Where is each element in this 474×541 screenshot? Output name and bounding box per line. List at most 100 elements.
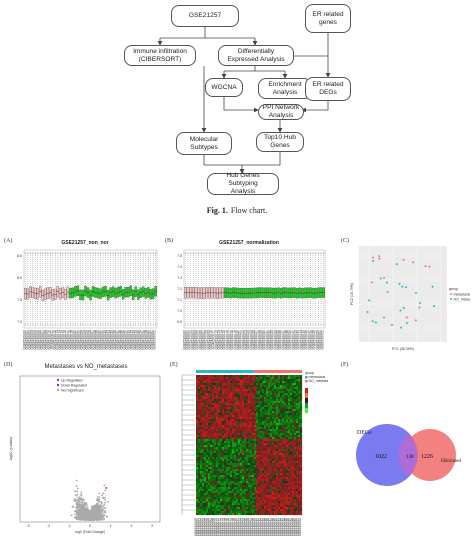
pca-point xyxy=(371,281,373,283)
heatmap-cell xyxy=(248,451,250,453)
heatmap-cell xyxy=(234,431,236,433)
heatmap-cell xyxy=(200,381,202,383)
heatmap-cell xyxy=(250,417,252,419)
heatmap-cell xyxy=(286,435,288,437)
heatmap-cell xyxy=(256,395,258,397)
heatmap-cell xyxy=(250,383,252,385)
heatmap-cell xyxy=(244,453,246,455)
heatmap-cell xyxy=(264,481,266,483)
heatmap-cell xyxy=(292,393,294,395)
heatmap-cell xyxy=(238,433,240,435)
heatmap-cell xyxy=(276,391,278,393)
heatmap-cell xyxy=(282,377,284,379)
heatmap-cell xyxy=(272,453,274,455)
heatmap-cell xyxy=(276,389,278,391)
heatmap-cell xyxy=(294,411,296,413)
heatmap-cell xyxy=(202,379,204,381)
heatmap-cell xyxy=(272,459,274,461)
heatmap-cell xyxy=(292,397,294,399)
heatmap-cell xyxy=(244,415,246,417)
heatmap-cell xyxy=(278,457,280,459)
heatmap-cell xyxy=(218,393,220,395)
heatmap-cell xyxy=(296,379,298,381)
heatmap-cell xyxy=(250,479,252,481)
heatmap-cell xyxy=(250,405,252,407)
heatmap-cell xyxy=(270,481,272,483)
heatmap-cell xyxy=(254,445,256,447)
heatmap-cell xyxy=(280,403,282,405)
heatmap-cell xyxy=(232,467,234,469)
heatmap-cell xyxy=(240,405,242,407)
heatmap-cell xyxy=(200,407,202,409)
heatmap-cell xyxy=(270,457,272,459)
heatmap-cell xyxy=(264,473,266,475)
heatmap-cell xyxy=(292,399,294,401)
heatmap-cell xyxy=(266,423,268,425)
heatmap-cell xyxy=(276,403,278,405)
heatmap-cell xyxy=(200,451,202,453)
heatmap-cell xyxy=(230,471,232,473)
heatmap-cell xyxy=(202,409,204,411)
heatmap-cell xyxy=(282,433,284,435)
heatmap-cell xyxy=(254,459,256,461)
heatmap-cell xyxy=(216,403,218,405)
heatmap-cell xyxy=(298,397,300,399)
heatmap-cell xyxy=(202,411,204,413)
heatmap-cell xyxy=(224,427,226,429)
heatmap-cell xyxy=(250,443,252,445)
heatmap-cell xyxy=(288,479,290,481)
heatmap-cell xyxy=(274,461,276,463)
heatmap-cell xyxy=(200,445,202,447)
heatmap-cell xyxy=(286,475,288,477)
heatmap-cell xyxy=(260,439,262,441)
heatmap-cell xyxy=(292,469,294,471)
heatmap-cell xyxy=(214,425,216,427)
heatmap-cell xyxy=(214,411,216,413)
heatmap-cell xyxy=(300,469,302,471)
heatmap-cell xyxy=(294,399,296,401)
y-tick-label: 8.5 xyxy=(17,254,22,258)
heatmap-cell xyxy=(266,385,268,387)
heatmap-cell xyxy=(242,395,244,397)
heatmap-cell xyxy=(288,447,290,449)
heatmap-cell xyxy=(218,461,220,463)
heatmap-cell xyxy=(222,389,224,391)
volcano-point xyxy=(81,515,83,517)
volcano-point xyxy=(80,501,82,503)
heatmap-cell xyxy=(206,459,208,461)
heatmap-cell xyxy=(262,423,264,425)
heatmap-cell xyxy=(296,411,298,413)
legend-item: NO_metastasis xyxy=(454,297,471,301)
heatmap-cell xyxy=(230,475,232,477)
heatmap-cell xyxy=(220,431,222,433)
heatmap-cell xyxy=(288,377,290,379)
heatmap-cell xyxy=(230,451,232,453)
heatmap-cell xyxy=(284,419,286,421)
heatmap-cell xyxy=(274,423,276,425)
heatmap-cell xyxy=(232,461,234,463)
heatmap-cell xyxy=(282,437,284,439)
heatmap-cell xyxy=(248,481,250,483)
heatmap-cell xyxy=(242,461,244,463)
heatmap-cell xyxy=(204,469,206,471)
heatmap-cell xyxy=(290,411,292,413)
heatmap-cell xyxy=(220,479,222,481)
heatmap-cell xyxy=(266,479,268,481)
heatmap-cell xyxy=(284,479,286,481)
heatmap-cell xyxy=(264,415,266,417)
heatmap-cell xyxy=(282,439,284,441)
heatmap-cell xyxy=(260,479,262,481)
heatmap-cell xyxy=(300,465,302,467)
heatmap-cell xyxy=(256,375,258,377)
heatmap-cell xyxy=(296,475,298,477)
heatmap-cell xyxy=(204,415,206,417)
heatmap-cell xyxy=(266,445,268,447)
heatmap-cell xyxy=(272,391,274,393)
heatmap-cell xyxy=(276,439,278,441)
heatmap-cell xyxy=(246,455,248,457)
heatmap-cell xyxy=(224,383,226,385)
heatmap-cell xyxy=(202,427,204,429)
heatmap-cell xyxy=(238,477,240,479)
heatmap-cell xyxy=(284,429,286,431)
heatmap-cell xyxy=(286,427,288,429)
